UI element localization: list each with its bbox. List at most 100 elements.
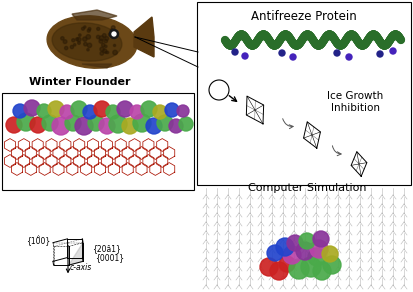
Circle shape xyxy=(78,34,81,36)
Circle shape xyxy=(169,119,183,133)
Circle shape xyxy=(97,27,100,30)
Circle shape xyxy=(276,238,294,256)
Circle shape xyxy=(76,38,79,41)
Circle shape xyxy=(17,113,35,131)
Circle shape xyxy=(177,105,189,117)
Circle shape xyxy=(232,49,238,55)
Text: {0001}: {0001} xyxy=(95,253,124,262)
Circle shape xyxy=(334,50,340,56)
Circle shape xyxy=(99,39,103,43)
Circle shape xyxy=(37,104,51,118)
Circle shape xyxy=(112,26,115,29)
Circle shape xyxy=(323,256,341,274)
Circle shape xyxy=(308,248,326,266)
Circle shape xyxy=(104,39,107,43)
Circle shape xyxy=(83,37,87,41)
Circle shape xyxy=(42,115,58,131)
Circle shape xyxy=(346,54,352,60)
Circle shape xyxy=(88,27,91,30)
Circle shape xyxy=(390,48,396,54)
Circle shape xyxy=(84,42,87,46)
Circle shape xyxy=(88,115,104,131)
Circle shape xyxy=(102,34,106,37)
Circle shape xyxy=(109,29,119,39)
Circle shape xyxy=(71,101,87,117)
Circle shape xyxy=(48,101,64,117)
Circle shape xyxy=(60,105,74,119)
Circle shape xyxy=(110,29,114,32)
Circle shape xyxy=(165,103,179,117)
Text: Antifreeze Protein: Antifreeze Protein xyxy=(251,10,357,22)
Circle shape xyxy=(84,26,86,28)
Polygon shape xyxy=(69,239,83,265)
Circle shape xyxy=(122,118,138,134)
Ellipse shape xyxy=(52,23,122,61)
Circle shape xyxy=(112,32,116,35)
Circle shape xyxy=(209,80,229,100)
Circle shape xyxy=(296,242,314,260)
Circle shape xyxy=(65,115,81,131)
Text: c-axis: c-axis xyxy=(70,263,92,272)
Circle shape xyxy=(112,32,116,36)
Circle shape xyxy=(64,46,68,50)
Text: {10̐0}: {10̐0} xyxy=(26,235,50,246)
Circle shape xyxy=(99,118,115,134)
Circle shape xyxy=(270,262,288,280)
Polygon shape xyxy=(72,10,117,20)
Circle shape xyxy=(117,101,133,117)
Circle shape xyxy=(279,256,295,272)
Circle shape xyxy=(97,35,100,39)
Text: Computer Simulation: Computer Simulation xyxy=(248,183,367,193)
Circle shape xyxy=(260,258,278,276)
Circle shape xyxy=(110,31,114,34)
Circle shape xyxy=(114,44,116,46)
Text: Ice Growth
Inhibition: Ice Growth Inhibition xyxy=(327,91,383,113)
Circle shape xyxy=(289,259,309,279)
Circle shape xyxy=(310,240,328,258)
Polygon shape xyxy=(82,64,112,68)
Bar xyxy=(197,2,411,185)
Circle shape xyxy=(77,37,81,42)
Circle shape xyxy=(299,233,315,249)
Circle shape xyxy=(107,51,109,54)
Circle shape xyxy=(100,52,104,55)
Circle shape xyxy=(102,43,105,47)
Circle shape xyxy=(242,53,248,59)
Circle shape xyxy=(78,42,81,44)
Polygon shape xyxy=(134,17,154,57)
Circle shape xyxy=(109,115,127,133)
Ellipse shape xyxy=(47,16,137,68)
Circle shape xyxy=(81,27,84,30)
Text: Winter Flounder: Winter Flounder xyxy=(29,77,131,87)
Circle shape xyxy=(113,50,117,55)
Circle shape xyxy=(86,35,90,39)
Circle shape xyxy=(283,246,301,264)
Circle shape xyxy=(141,101,157,117)
Circle shape xyxy=(70,45,74,49)
Circle shape xyxy=(313,262,331,280)
Circle shape xyxy=(153,105,167,119)
Circle shape xyxy=(63,40,67,44)
Text: {20ȃ1}: {20ȃ1} xyxy=(93,244,121,253)
Circle shape xyxy=(130,105,144,119)
Circle shape xyxy=(13,104,27,118)
Circle shape xyxy=(109,33,112,36)
Circle shape xyxy=(104,45,107,48)
Circle shape xyxy=(74,44,76,46)
Circle shape xyxy=(99,36,104,41)
Circle shape xyxy=(72,39,75,42)
Circle shape xyxy=(52,117,70,135)
Circle shape xyxy=(290,54,296,60)
Circle shape xyxy=(6,117,22,133)
Circle shape xyxy=(75,117,93,135)
Circle shape xyxy=(87,43,92,48)
Bar xyxy=(2,93,194,190)
Circle shape xyxy=(179,117,193,131)
Circle shape xyxy=(322,246,338,262)
Circle shape xyxy=(287,235,303,251)
Circle shape xyxy=(24,100,40,116)
Circle shape xyxy=(313,231,329,247)
Circle shape xyxy=(133,114,151,132)
Circle shape xyxy=(106,105,120,119)
Circle shape xyxy=(105,51,107,53)
